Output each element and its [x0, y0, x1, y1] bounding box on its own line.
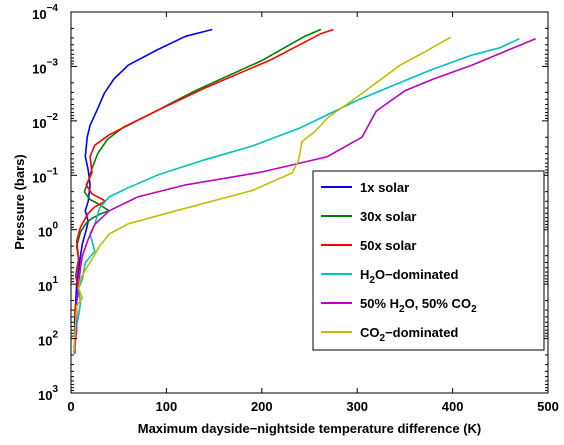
ticks-layer: 0 100 200 300 400 500 10−4 10−3 10−2 10−1 100 101 10…	[32, 3, 559, 414]
legend-label-1: 1x solar	[360, 180, 409, 195]
legend-label-6: CO2−dominated	[360, 325, 458, 344]
series-line-1	[74, 28, 213, 354]
series-layer	[73, 28, 536, 354]
y-tick-label: 10−2	[32, 112, 58, 131]
series-line-3	[73, 28, 334, 353]
legend-label-2: 30x solar	[360, 209, 416, 224]
legend: 1x solar 30x solar 50x solar H2O−dominated 5…	[312, 170, 545, 351]
series-line-5	[74, 37, 536, 349]
y-tick-label: 102	[38, 330, 58, 349]
y-tick-label: 10−4	[32, 3, 58, 22]
x-tick-label: 500	[537, 399, 559, 414]
legend-label-4: H2O−dominated	[360, 267, 458, 286]
y-axis-label: Pressure (bars)	[12, 154, 27, 249]
x-axis-label: Maximum dayside−nightside temperature di…	[138, 421, 482, 436]
x-tick-label: 400	[442, 399, 464, 414]
x-tick-label: 200	[251, 399, 273, 414]
y-tick-label: 10−1	[32, 166, 58, 185]
y-tick-label: 103	[38, 384, 58, 403]
y-tick-label: 10−3	[32, 57, 58, 76]
y-tick-label: 101	[38, 275, 58, 294]
series-line-4	[73, 37, 520, 349]
legend-box	[312, 170, 545, 351]
series-line-6	[73, 36, 452, 354]
x-tick-label: 0	[67, 399, 74, 414]
legend-label-3: 50x solar	[360, 238, 416, 253]
legend-label-5: 50% H2O, 50% CO2	[360, 296, 477, 315]
x-tick-label: 300	[346, 399, 368, 414]
x-tick-label: 100	[156, 399, 178, 414]
y-tick-label: 100	[38, 221, 58, 240]
